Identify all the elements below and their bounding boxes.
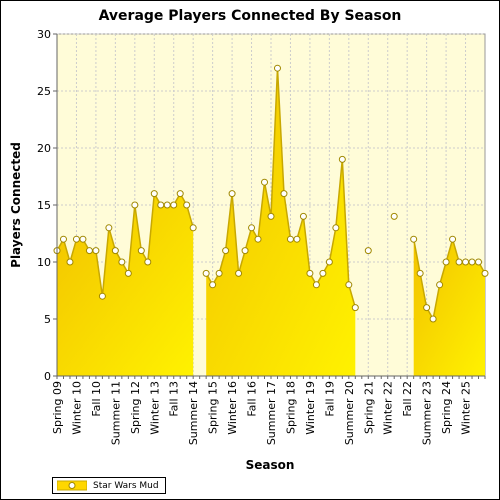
x-tick-label: Spring 24 bbox=[440, 381, 453, 434]
series-area bbox=[57, 193, 194, 376]
x-tick-label: Winter 10 bbox=[70, 381, 83, 435]
data-point bbox=[273, 64, 281, 72]
data-point bbox=[442, 258, 450, 266]
data-point bbox=[118, 258, 126, 266]
data-point bbox=[462, 258, 470, 266]
data-point bbox=[416, 269, 424, 277]
x-tick-label: Winter 22 bbox=[382, 381, 395, 435]
data-point bbox=[306, 269, 314, 277]
data-point bbox=[124, 269, 132, 277]
data-point bbox=[293, 235, 301, 243]
data-point bbox=[59, 235, 67, 243]
x-tick-label: Summer 11 bbox=[109, 381, 122, 445]
data-point bbox=[429, 315, 437, 323]
x-tick-label: Fall 22 bbox=[401, 381, 414, 417]
x-tick-label: Summer 14 bbox=[187, 381, 200, 445]
y-tick-label: 25 bbox=[37, 85, 51, 98]
legend-swatch bbox=[57, 480, 87, 491]
data-point bbox=[215, 269, 223, 277]
data-point bbox=[183, 201, 191, 209]
data-point bbox=[176, 190, 184, 198]
data-point bbox=[72, 235, 80, 243]
x-axis-label: Season bbox=[245, 458, 295, 472]
data-point bbox=[92, 247, 100, 255]
data-point bbox=[163, 201, 171, 209]
series-area bbox=[413, 239, 485, 376]
x-tick-label: Winter 16 bbox=[226, 381, 239, 435]
data-point bbox=[85, 247, 93, 255]
data-point bbox=[254, 235, 262, 243]
x-tick-label: Summer 17 bbox=[265, 381, 278, 445]
data-point bbox=[189, 224, 197, 232]
chart-title: Average Players Connected By Season bbox=[98, 8, 402, 24]
data-point bbox=[455, 258, 463, 266]
x-tick-label: Summer 20 bbox=[343, 381, 356, 445]
data-point bbox=[332, 224, 340, 232]
data-point bbox=[468, 258, 476, 266]
series-area bbox=[206, 68, 356, 376]
data-point bbox=[157, 201, 165, 209]
data-point bbox=[79, 235, 87, 243]
data-point bbox=[351, 304, 359, 312]
data-point bbox=[150, 190, 158, 198]
data-point bbox=[170, 201, 178, 209]
data-point bbox=[364, 247, 372, 255]
data-point bbox=[241, 247, 249, 255]
data-point bbox=[299, 212, 307, 220]
x-tick-label: Fall 19 bbox=[323, 381, 336, 417]
data-point bbox=[137, 247, 145, 255]
data-point bbox=[312, 281, 320, 289]
y-tick-label: 0 bbox=[44, 370, 51, 383]
x-tick-label: Spring 18 bbox=[284, 381, 297, 434]
data-point bbox=[144, 258, 152, 266]
data-point bbox=[105, 224, 113, 232]
x-tick-label: Spring 21 bbox=[362, 381, 375, 434]
data-point bbox=[267, 212, 275, 220]
data-point bbox=[319, 269, 327, 277]
data-point bbox=[261, 178, 269, 186]
x-tick-label: Winter 25 bbox=[460, 381, 473, 435]
x-tick-label: Fall 16 bbox=[246, 381, 259, 417]
y-tick-label: 30 bbox=[37, 28, 51, 41]
data-point bbox=[248, 224, 256, 232]
data-point bbox=[66, 258, 74, 266]
x-tick-label: Spring 12 bbox=[129, 381, 142, 434]
data-point bbox=[98, 292, 106, 300]
data-point bbox=[111, 247, 119, 255]
y-tick-label: 15 bbox=[37, 199, 51, 212]
data-point bbox=[449, 235, 457, 243]
data-point bbox=[131, 201, 139, 209]
data-point bbox=[209, 281, 217, 289]
data-point bbox=[325, 258, 333, 266]
legend: Star Wars Mud bbox=[52, 477, 166, 494]
data-point bbox=[481, 269, 489, 277]
data-point bbox=[338, 155, 346, 163]
x-tick-label: Fall 10 bbox=[90, 381, 103, 417]
data-point bbox=[436, 281, 444, 289]
data-point bbox=[280, 190, 288, 198]
legend-label: Star Wars Mud bbox=[93, 480, 159, 491]
y-tick-label: 10 bbox=[37, 256, 51, 269]
data-point bbox=[222, 247, 230, 255]
data-point bbox=[423, 304, 431, 312]
series-line bbox=[205, 68, 357, 308]
data-point bbox=[390, 212, 398, 220]
x-tick-label: Spring 09 bbox=[51, 381, 64, 434]
x-tick-label: Winter 13 bbox=[148, 381, 161, 435]
data-point bbox=[235, 269, 243, 277]
x-tick-label: Fall 13 bbox=[168, 381, 181, 417]
data-point bbox=[345, 281, 353, 289]
y-tick-label: 20 bbox=[37, 142, 51, 155]
x-tick-label: Winter 19 bbox=[304, 381, 317, 435]
data-point bbox=[475, 258, 483, 266]
data-point bbox=[202, 269, 210, 277]
x-tick-label: Summer 23 bbox=[421, 381, 434, 445]
y-tick-label: 5 bbox=[44, 313, 51, 326]
data-point bbox=[410, 235, 418, 243]
data-point bbox=[286, 235, 294, 243]
x-tick-label: Spring 15 bbox=[207, 381, 220, 434]
data-point bbox=[228, 190, 236, 198]
